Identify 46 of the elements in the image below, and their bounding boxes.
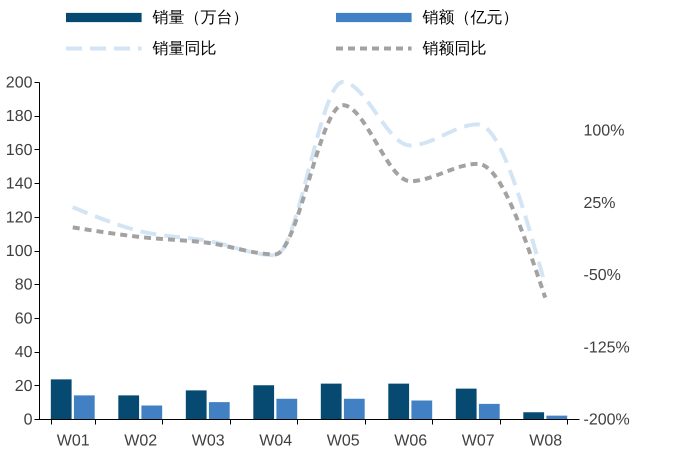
line-series	[70, 80, 548, 288]
y2-tick-label: -125%	[584, 339, 630, 356]
bar	[344, 398, 365, 419]
y-tick-label: 80	[14, 276, 33, 294]
y2-tick-label: -50%	[584, 267, 621, 284]
bar	[208, 402, 230, 419]
x-tick-label: W06	[394, 432, 428, 450]
y-tick-label: 20	[14, 378, 33, 395]
bar	[253, 385, 274, 419]
x-tick-label: W07	[462, 432, 495, 450]
bar	[320, 384, 342, 419]
bar	[186, 390, 207, 419]
y-tick-label: 60	[14, 310, 33, 328]
x-tick-label: W01	[56, 432, 90, 450]
bar	[141, 406, 162, 419]
y-tick-label: 140	[6, 176, 33, 193]
bar	[74, 395, 95, 419]
y-tick-label: 180	[6, 108, 33, 126]
x-tick-label: W02	[124, 432, 158, 450]
bar	[411, 400, 432, 419]
legend-label: 销量同比	[151, 40, 216, 58]
y2-tick-label: 100%	[584, 122, 624, 140]
y2-tick-label: -200%	[584, 412, 630, 428]
y-tick-label: 0	[24, 412, 33, 428]
x-tick-label: W03	[192, 432, 225, 450]
bar	[118, 395, 140, 419]
legend-label: 销量（万台）	[151, 8, 248, 26]
bar	[546, 416, 568, 419]
bar	[456, 388, 477, 419]
bar	[388, 384, 410, 419]
y-tick-label: 120	[6, 209, 33, 226]
x-tick-label: W08	[529, 432, 562, 450]
bar	[478, 404, 500, 419]
bar	[523, 412, 544, 419]
y2-tick-label: 25%	[584, 194, 616, 212]
y-tick-label: 160	[6, 142, 33, 159]
y-tick-label: 40	[14, 344, 33, 362]
bar	[276, 398, 298, 419]
bar	[50, 379, 72, 419]
x-tick-label: W05	[326, 432, 360, 450]
legend-label: 销额同比	[421, 40, 486, 58]
y-tick-label: 100	[6, 243, 33, 260]
x-tick-label: W04	[259, 432, 292, 450]
legend-label: 销额（亿元）	[421, 8, 518, 26]
y-tick-label: 200	[6, 74, 33, 92]
line-series	[70, 103, 548, 300]
